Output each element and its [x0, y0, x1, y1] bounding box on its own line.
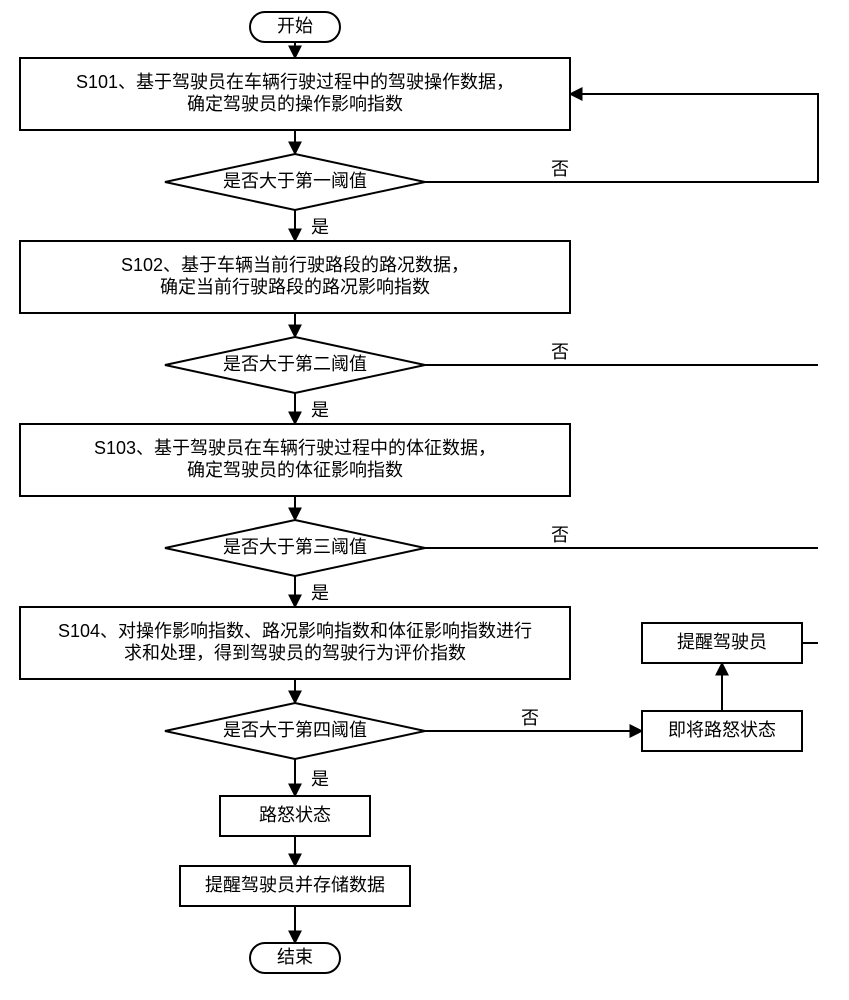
edge-label-6: 是: [311, 583, 329, 603]
node-text-s104-1: 求和处理，得到驾驶员的驾驶行为评价指数: [124, 643, 466, 663]
node-s104: S104、对操作影响指数、路况影响指数和体征影响指数进行求和处理，得到驾驶员的驾…: [20, 607, 570, 679]
node-text-s103-1: 确定驾驶员的体征影响指数: [187, 460, 403, 480]
node-text-d2-0: 是否大于第二阈值: [223, 354, 367, 374]
node-text-soon-0: 即将路怒状态: [668, 720, 776, 740]
edge-label-12: 否: [551, 342, 569, 362]
edge-label-4: 是: [311, 400, 329, 420]
node-d1: 是否大于第一阈值: [165, 154, 425, 210]
edge-label-8: 是: [311, 769, 329, 789]
node-s103: S103、基于驾驶员在车辆行驶过程中的体征数据，确定驾驶员的体征影响指数: [20, 424, 570, 496]
node-d4: 是否大于第四阈值: [165, 703, 425, 759]
node-text-s102-0: S102、基于车辆当前行驶路段的路况数据，: [121, 255, 469, 275]
node-text-s104-0: S104、对操作影响指数、路况影响指数和体征影响指数进行: [58, 621, 532, 641]
node-text-rage-0: 路怒状态: [259, 805, 331, 825]
node-d3: 是否大于第三阈值: [165, 520, 425, 576]
node-text-remind1-0: 提醒驾驶员: [677, 632, 767, 652]
node-start: 开始: [250, 12, 340, 42]
node-text-s101-0: S101、基于驾驶员在车辆行驶过程中的驾驶操作数据，: [76, 72, 514, 92]
edge-label-13: 否: [551, 525, 569, 545]
node-text-s102-1: 确定当前行驶路段的路况影响指数: [160, 277, 430, 297]
node-text-remind2-0: 提醒驾驶员并存储数据: [205, 875, 385, 895]
edge-label-11: 否: [551, 159, 569, 179]
node-text-s101-1: 确定驾驶员的操作影响指数: [187, 94, 403, 114]
node-text-d1-0: 是否大于第一阈值: [223, 171, 367, 191]
node-remind2: 提醒驾驶员并存储数据: [180, 866, 410, 906]
node-text-end-0: 结束: [277, 947, 313, 967]
node-s101: S101、基于驾驶员在车辆行驶过程中的驾驶操作数据，确定驾驶员的操作影响指数: [20, 58, 570, 130]
node-text-s103-0: S103、基于驾驶员在车辆行驶过程中的体征数据，: [94, 438, 496, 458]
node-text-d4-0: 是否大于第四阈值: [223, 720, 367, 740]
node-rage: 路怒状态: [220, 796, 370, 836]
node-s102: S102、基于车辆当前行驶路段的路况数据，确定当前行驶路段的路况影响指数: [20, 241, 570, 313]
node-remind1: 提醒驾驶员: [642, 623, 802, 663]
nodes-group: 开始 S101、基于驾驶员在车辆行驶过程中的驾驶操作数据，确定驾驶员的操作影响指数…: [20, 12, 802, 973]
edge-label-14: 否: [521, 708, 539, 728]
node-text-start-0: 开始: [277, 16, 313, 36]
node-text-d3-0: 是否大于第三阈值: [223, 537, 367, 557]
node-soon: 即将路怒状态: [642, 711, 802, 751]
flowchart-canvas: 是是是是否否否否开始S101、基于驾驶员在车辆行驶过程中的驾驶操作数据，确定驾驶…: [0, 0, 849, 1000]
node-end: 结束: [250, 943, 340, 973]
edge-label-2: 是: [311, 217, 329, 237]
node-d2: 是否大于第二阈值: [165, 337, 425, 393]
